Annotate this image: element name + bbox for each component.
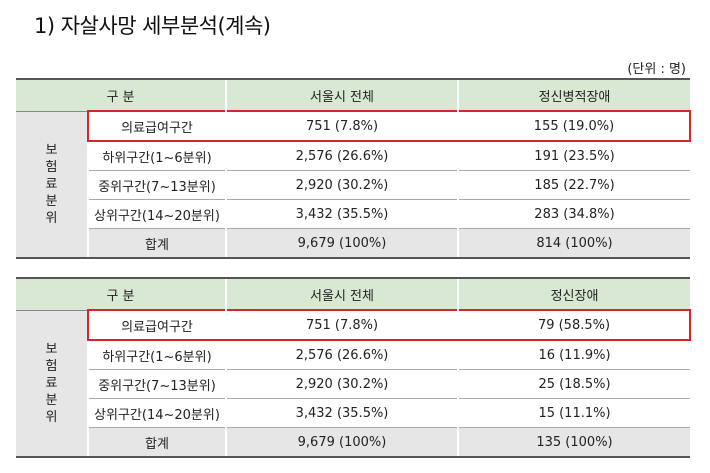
row-seoul-total: 751 (7.8%) (225, 110, 458, 142)
header-group: 정신병적장애 (457, 78, 690, 112)
row-category: 하위구간(1~6분위) (87, 141, 226, 171)
row-group-value: 16 (11.9%) (457, 340, 690, 370)
row-group-value: 25 (18.5%) (457, 369, 690, 399)
row-group-value: 15 (11.1%) (457, 398, 690, 428)
row-group-value: 185 (22.7%) (457, 170, 690, 200)
section-title: 1) 자살사망 세부분석(계속) (34, 14, 271, 38)
row-group-value: 814 (100%) (457, 228, 690, 259)
table-row-total: 합계 9,679 (100%) 814 (100%) (16, 228, 690, 259)
row-seoul-total: 2,576 (26.6%) (225, 141, 458, 171)
header-seoul-total: 서울시 전체 (225, 277, 458, 311)
row-seoul-total: 9,679 (100%) (225, 427, 458, 458)
row-group-value: 283 (34.8%) (457, 199, 690, 229)
table-header-row: 구 분 서울시 전체 정신장애 (16, 277, 690, 311)
row-category: 의료급여구간 (87, 309, 226, 341)
row-category: 합계 (87, 228, 226, 259)
row-group-value: 155 (19.0%) (457, 110, 691, 142)
row-category: 중위구간(7~13분위) (87, 369, 226, 399)
table-row: 상위구간(14~20분위) 3,432 (35.5%) 283 (34.8%) (16, 199, 690, 229)
row-seoul-total: 751 (7.8%) (225, 309, 458, 341)
table-header-row: 구 분 서울시 전체 정신병적장애 (16, 78, 690, 112)
table-row: 하위구간(1~6분위) 2,576 (26.6%) 191 (23.5%) (16, 141, 690, 171)
row-seoul-total: 2,576 (26.6%) (225, 340, 458, 370)
unit-label: (단위 : 명) (627, 62, 686, 77)
table-row: 하위구간(1~6분위) 2,576 (26.6%) 16 (11.9%) (16, 340, 690, 370)
row-seoul-total: 2,920 (30.2%) (225, 170, 458, 200)
header-group: 정신장애 (457, 277, 690, 311)
header-category: 구 분 (16, 277, 226, 311)
row-group-value: 191 (23.5%) (457, 141, 690, 171)
table-row: 중위구간(7~13분위) 2,920 (30.2%) 185 (22.7%) (16, 170, 690, 200)
table-row-total: 합계 9,679 (100%) 135 (100%) (16, 427, 690, 458)
row-category: 의료급여구간 (87, 110, 226, 142)
header-category: 구 분 (16, 78, 226, 112)
table-row: 중위구간(7~13분위) 2,920 (30.2%) 25 (18.5%) (16, 369, 690, 399)
row-seoul-total: 9,679 (100%) (225, 228, 458, 259)
row-seoul-total: 3,432 (35.5%) (225, 398, 458, 428)
row-category: 합계 (87, 427, 226, 458)
row-seoul-total: 2,920 (30.2%) (225, 369, 458, 399)
row-category: 상위구간(14~20분위) (87, 398, 226, 428)
row-category: 중위구간(7~13분위) (87, 170, 226, 200)
table-row: 상위구간(14~20분위) 3,432 (35.5%) 15 (11.1%) (16, 398, 690, 428)
header-seoul-total: 서울시 전체 (225, 78, 458, 112)
row-seoul-total: 3,432 (35.5%) (225, 199, 458, 229)
row-category: 상위구간(14~20분위) (87, 199, 226, 229)
row-category: 하위구간(1~6분위) (87, 340, 226, 370)
row-group-value: 135 (100%) (457, 427, 690, 458)
row-group-value: 79 (58.5%) (457, 309, 691, 341)
